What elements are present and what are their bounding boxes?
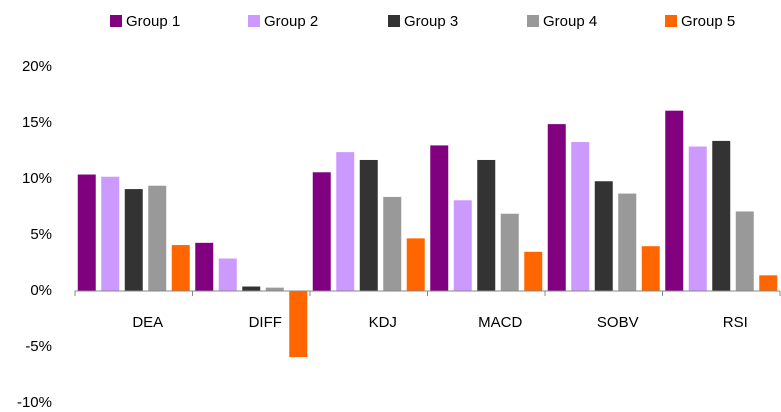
legend-label: Group 4 (543, 13, 597, 30)
legend-label: Group 1 (126, 13, 180, 30)
y-tick-label: 0% (30, 282, 52, 299)
bar (218, 258, 237, 291)
bar (101, 176, 120, 291)
legend-swatch (665, 15, 677, 27)
y-tick-label: 15% (22, 114, 52, 131)
y-tick-label: -10% (17, 394, 52, 411)
x-tick-label: KDJ (369, 314, 397, 331)
legend-swatch (527, 15, 539, 27)
x-tick-label: RSI (723, 314, 748, 331)
y-tick-label: 20% (22, 58, 52, 75)
bar (665, 110, 684, 292)
bar (336, 152, 355, 291)
legend-label: Group 5 (681, 13, 735, 30)
bar (547, 124, 566, 292)
legend-label: Group 3 (404, 13, 458, 30)
x-tick-label: DEA (132, 314, 163, 331)
bar (124, 189, 143, 291)
bar (195, 242, 214, 291)
legend-label: Group 2 (264, 13, 318, 30)
bar (618, 193, 637, 291)
x-tick-label: SOBV (597, 314, 639, 331)
bar (571, 142, 590, 291)
bar (265, 287, 284, 291)
bar (148, 185, 167, 291)
bar (688, 146, 707, 291)
bar (477, 159, 496, 291)
bar (712, 140, 731, 291)
bar (735, 211, 754, 291)
bar (453, 200, 472, 291)
x-tick-label: DIFF (249, 314, 282, 331)
bar (77, 174, 96, 291)
legend-swatch (388, 15, 400, 27)
bar (641, 246, 660, 291)
bar (430, 145, 449, 291)
bar (500, 213, 519, 291)
bar (524, 251, 543, 291)
bar (359, 159, 378, 291)
legend-swatch (248, 15, 260, 27)
bar (312, 172, 331, 291)
x-tick-label: MACD (478, 314, 522, 331)
bar (171, 245, 190, 291)
y-tick-label: 5% (30, 226, 52, 243)
bar (759, 275, 778, 291)
y-tick-label: 10% (22, 170, 52, 187)
bar (383, 196, 402, 291)
y-tick-label: -5% (25, 338, 52, 355)
legend-swatch (110, 15, 122, 27)
bar (242, 286, 261, 291)
bar (406, 238, 425, 291)
bar (594, 181, 613, 291)
bar (289, 291, 308, 358)
